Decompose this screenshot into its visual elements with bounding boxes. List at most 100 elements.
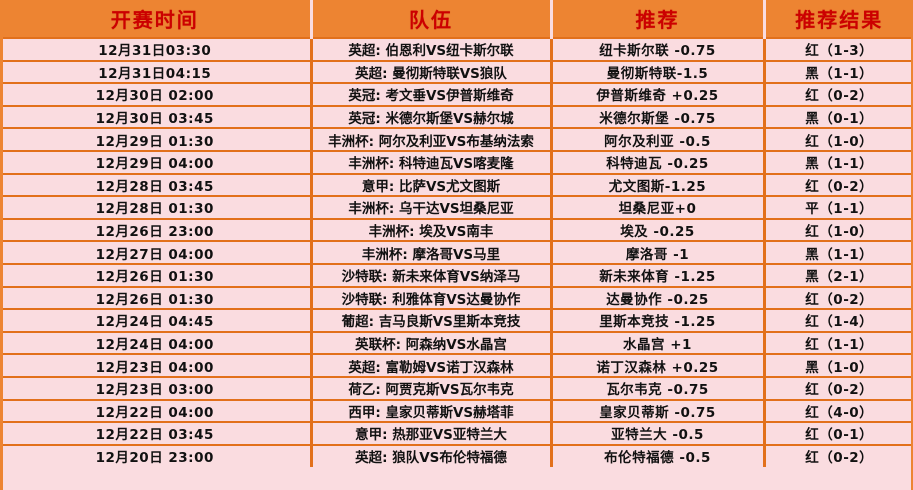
match-teams: 丰洲杯: 科特迪瓦VS喀麦隆: [311, 149, 553, 174]
match-kickoff-time: 12月31日03:30: [0, 38, 313, 61]
match-result: 红（1-4）: [764, 308, 913, 332]
match-recommendation: 曼彻斯特联-1.5: [551, 59, 766, 84]
match-teams: 英冠: 米德尔斯堡VS赫尔城: [311, 104, 553, 129]
match-kickoff-time: 12月29日 04:00: [0, 149, 313, 174]
match-recommendation: 亚特兰大 -0.5: [551, 421, 766, 445]
match-recommendation: 伊普斯维奇 +0.25: [551, 82, 766, 106]
match-teams: 丰洲杯: 埃及VS南丰: [311, 217, 553, 242]
table-row[interactable]: 12月27日 04:00 丰洲杯: 摩洛哥VS马里 摩洛哥 -1 黑（1-1）: [0, 240, 913, 264]
match-result: 红（0-2）: [764, 443, 913, 468]
match-recommendation: 皇家贝蒂斯 -0.75: [551, 398, 766, 423]
column-header-kickoff-time: 开赛时间: [0, 0, 313, 39]
table-row[interactable]: 12月23日 04:00 英超: 富勒姆VS诺丁汉森林 诺丁汉森林 +0.25 黑（1…: [0, 353, 913, 377]
match-kickoff-time: 12月29日 01:30: [0, 127, 313, 151]
match-teams: 英超: 曼彻斯特联VS狼队: [311, 59, 553, 84]
match-kickoff-time: 12月28日 03:45: [0, 172, 313, 197]
match-result: 红（1-0）: [764, 217, 913, 242]
match-recommendation: 摩洛哥 -1: [551, 240, 766, 264]
header-row: 开赛时间 队伍 推荐 推荐结果: [0, 0, 913, 39]
column-header-recommendation: 推荐: [551, 0, 766, 39]
match-kickoff-time: 12月30日 02:00: [0, 82, 313, 106]
table-row[interactable]: 12月26日 01:30 沙特联: 利雅体育VS达曼协作 达曼协作 -0.25 红（0…: [0, 285, 913, 310]
match-kickoff-time: 12月23日 04:00: [0, 353, 313, 377]
match-teams: 意甲: 比萨VS尤文图斯: [311, 172, 553, 197]
match-recommendation: 埃及 -0.25: [551, 217, 766, 242]
match-result: 黑（0-1）: [764, 104, 913, 129]
match-result: 红（1-0）: [764, 127, 913, 151]
match-teams: 英超: 狼队VS布伦特福德: [311, 443, 553, 468]
match-result: 红（1-3）: [764, 38, 913, 61]
match-teams: 葡超: 吉马良斯VS里斯本竞技: [311, 308, 553, 332]
match-teams: 丰洲杯: 乌干达VS坦桑尼亚: [311, 195, 553, 219]
match-kickoff-time: 12月24日 04:00: [0, 330, 313, 355]
match-kickoff-time: 12月26日 23:00: [0, 217, 313, 242]
table-row[interactable]: 12月22日 04:00 西甲: 皇家贝蒂斯VS赫塔菲 皇家贝蒂斯 -0.75 红（4…: [0, 398, 913, 423]
match-recommendation: 纽卡斯尔联 -0.75: [551, 38, 766, 61]
match-result: 红（0-2）: [764, 82, 913, 106]
match-teams: 沙特联: 新未来体育VS纳泽马: [311, 262, 553, 287]
match-kickoff-time: 12月26日 01:30: [0, 285, 313, 310]
football-picks-table: 开赛时间 队伍 推荐 推荐结果 12月31日03:30 英超: 伯恩利VS纽卡斯尔…: [0, 0, 913, 468]
table-row[interactable]: 12月24日 04:45 葡超: 吉马良斯VS里斯本竞技 里斯本竞技 -1.25 红（…: [0, 308, 913, 332]
match-teams: 意甲: 热那亚VS亚特兰大: [311, 421, 553, 445]
table-row[interactable]: 12月29日 04:00 丰洲杯: 科特迪瓦VS喀麦隆 科特迪瓦 -0.25 黑（1-…: [0, 149, 913, 174]
match-recommendation: 阿尔及利亚 -0.5: [551, 127, 766, 151]
match-kickoff-time: 12月22日 04:00: [0, 398, 313, 423]
match-teams: 沙特联: 利雅体育VS达曼协作: [311, 285, 553, 310]
match-teams: 西甲: 皇家贝蒂斯VS赫塔菲: [311, 398, 553, 423]
match-kickoff-time: 12月26日 01:30: [0, 262, 313, 287]
match-recommendation: 科特迪瓦 -0.25: [551, 149, 766, 174]
match-result: 红（0-1）: [764, 421, 913, 445]
match-recommendation: 达曼协作 -0.25: [551, 285, 766, 310]
match-kickoff-time: 12月20日 23:00: [0, 443, 313, 468]
match-recommendation: 新未来体育 -1.25: [551, 262, 766, 287]
match-teams: 英联杯: 阿森纳VS水晶宫: [311, 330, 553, 355]
table-body: 12月31日03:30 英超: 伯恩利VS纽卡斯尔联 纽卡斯尔联 -0.75 红（1-…: [0, 38, 913, 468]
match-result: 红（0-2）: [764, 172, 913, 197]
match-recommendation: 米德尔斯堡 -0.75: [551, 104, 766, 129]
match-kickoff-time: 12月23日 03:00: [0, 375, 313, 400]
match-kickoff-time: 12月31日04:15: [0, 59, 313, 84]
table-header: 开赛时间 队伍 推荐 推荐结果: [0, 0, 913, 39]
table-row[interactable]: 12月29日 01:30 丰洲杯: 阿尔及利亚VS布基纳法索 阿尔及利亚 -0.5 红…: [0, 127, 913, 151]
table-row[interactable]: 12月20日 23:00 英超: 狼队VS布伦特福德 布伦特福德 -0.5 红（0-2…: [0, 443, 913, 468]
match-result: 黑（1-1）: [764, 59, 913, 84]
match-teams: 英冠: 考文垂VS伊普斯维奇: [311, 82, 553, 106]
column-header-result: 推荐结果: [764, 0, 913, 39]
match-recommendation: 水晶宫 +1: [551, 330, 766, 355]
match-teams: 丰洲杯: 摩洛哥VS马里: [311, 240, 553, 264]
table-row[interactable]: 12月31日03:30 英超: 伯恩利VS纽卡斯尔联 纽卡斯尔联 -0.75 红（1-…: [0, 38, 913, 61]
table-row[interactable]: 12月22日 03:45 意甲: 热那亚VS亚特兰大 亚特兰大 -0.5 红（0-1）: [0, 421, 913, 445]
match-recommendation: 瓦尔韦克 -0.75: [551, 375, 766, 400]
match-teams: 英超: 富勒姆VS诺丁汉森林: [311, 353, 553, 377]
table-row[interactable]: 12月24日 04:00 英联杯: 阿森纳VS水晶宫 水晶宫 +1 红（1-1）: [0, 330, 913, 355]
table-row[interactable]: 12月31日04:15 英超: 曼彻斯特联VS狼队 曼彻斯特联-1.5 黑（1-1）: [0, 59, 913, 84]
match-recommendation: 布伦特福德 -0.5: [551, 443, 766, 468]
match-teams: 丰洲杯: 阿尔及利亚VS布基纳法索: [311, 127, 553, 151]
match-recommendation: 诺丁汉森林 +0.25: [551, 353, 766, 377]
match-kickoff-time: 12月22日 03:45: [0, 421, 313, 445]
match-kickoff-time: 12月28日 01:30: [0, 195, 313, 219]
table-row[interactable]: 12月23日 03:00 荷乙: 阿贾克斯VS瓦尔韦克 瓦尔韦克 -0.75 红（0-…: [0, 375, 913, 400]
match-recommendation: 坦桑尼亚+0: [551, 195, 766, 219]
match-result: 红（0-2）: [764, 375, 913, 400]
match-result: 黑（1-1）: [764, 240, 913, 264]
match-result: 红（4-0）: [764, 398, 913, 423]
match-recommendation: 尤文图斯-1.25: [551, 172, 766, 197]
match-teams: 荷乙: 阿贾克斯VS瓦尔韦克: [311, 375, 553, 400]
match-recommendation: 里斯本竞技 -1.25: [551, 308, 766, 332]
match-kickoff-time: 12月30日 03:45: [0, 104, 313, 129]
table-row[interactable]: 12月28日 01:30 丰洲杯: 乌干达VS坦桑尼亚 坦桑尼亚+0 平（1-1）: [0, 195, 913, 219]
table-row[interactable]: 12月26日 23:00 丰洲杯: 埃及VS南丰 埃及 -0.25 红（1-0）: [0, 217, 913, 242]
table-row[interactable]: 12月30日 02:00 英冠: 考文垂VS伊普斯维奇 伊普斯维奇 +0.25 红（0…: [0, 82, 913, 106]
match-result: 平（1-1）: [764, 195, 913, 219]
table-row[interactable]: 12月28日 03:45 意甲: 比萨VS尤文图斯 尤文图斯-1.25 红（0-2）: [0, 172, 913, 197]
match-result: 黑（1-0）: [764, 353, 913, 377]
match-result: 黑（2-1）: [764, 262, 913, 287]
match-result: 黑（1-1）: [764, 149, 913, 174]
table-row[interactable]: 12月30日 03:45 英冠: 米德尔斯堡VS赫尔城 米德尔斯堡 -0.75 黑（0…: [0, 104, 913, 129]
match-kickoff-time: 12月24日 04:45: [0, 308, 313, 332]
match-teams: 英超: 伯恩利VS纽卡斯尔联: [311, 38, 553, 61]
table-row[interactable]: 12月26日 01:30 沙特联: 新未来体育VS纳泽马 新未来体育 -1.25 黑（…: [0, 262, 913, 287]
